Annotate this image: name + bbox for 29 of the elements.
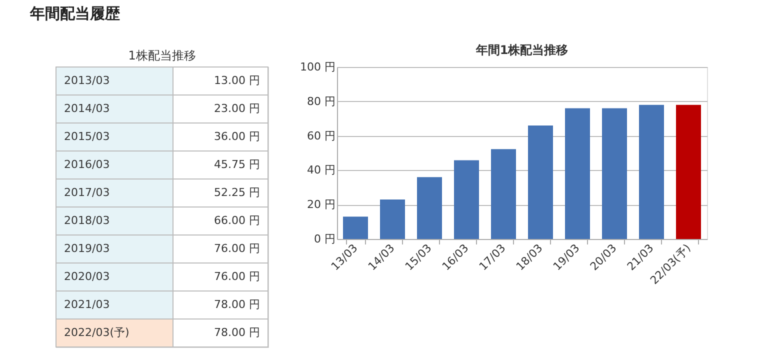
data-label: 78.00 円 bbox=[214, 298, 260, 311]
y-tick-label: 0 円 bbox=[314, 232, 336, 246]
category-label: 2016/03 bbox=[64, 158, 110, 171]
category-label: 2013/03 bbox=[64, 74, 110, 87]
data-label: 13.00 円 bbox=[214, 74, 260, 87]
y-tick-label: 80 円 bbox=[307, 94, 336, 108]
data-label: 78.00 円 bbox=[214, 326, 260, 339]
y-tick-label: 20 円 bbox=[307, 198, 336, 212]
text: 1株配当推移 bbox=[128, 48, 196, 62]
category-label: 2020/03 bbox=[64, 270, 110, 283]
text: 年間配当履歴 bbox=[29, 4, 121, 22]
category-label: 2018/03 bbox=[64, 214, 110, 227]
data-label: 66.00 円 bbox=[214, 214, 260, 227]
data-label: 76.00 円 bbox=[214, 270, 260, 283]
category-label: 2019/03 bbox=[64, 242, 110, 255]
data-label: 45.75 円 bbox=[214, 158, 260, 171]
data-label: 23.00 円 bbox=[214, 102, 260, 115]
category-label: 2022/03(予) bbox=[64, 326, 130, 339]
data-label: 52.25 円 bbox=[214, 186, 260, 199]
data-label: 36.00 円 bbox=[214, 130, 260, 143]
y-tick-label: 40 円 bbox=[307, 164, 336, 177]
category-label: 2017/03 bbox=[64, 186, 110, 199]
category-label: 2014/03 bbox=[64, 102, 110, 115]
category-label: 2021/03 bbox=[64, 298, 110, 311]
category-label: 2015/03 bbox=[64, 130, 110, 143]
data-label: 76.00 円 bbox=[214, 242, 260, 255]
y-tick-label: 100 円 bbox=[300, 60, 336, 74]
y-tick-label: 60 円 bbox=[307, 129, 336, 142]
chart-title: 年間1株配当推移 bbox=[474, 43, 568, 57]
